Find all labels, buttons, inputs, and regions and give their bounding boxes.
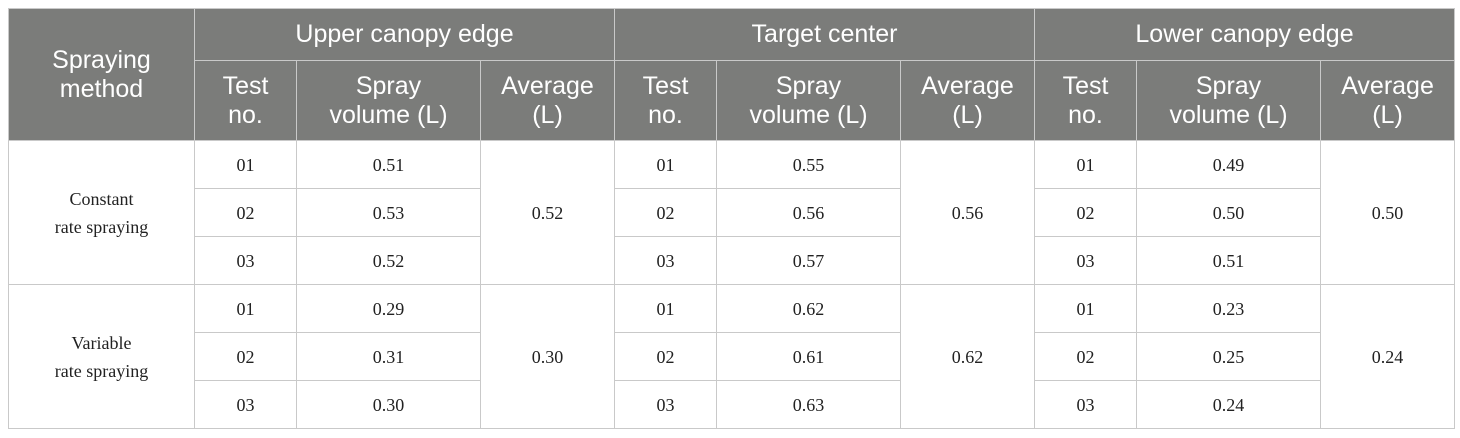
header-test-line1: Test — [1062, 71, 1109, 100]
header-upper-canopy-edge: Upper canopy edge — [193, 8, 616, 61]
test-no-cell: 02 — [1034, 332, 1138, 381]
header-spray-volume: Spray volume (L) — [1136, 60, 1322, 141]
table-row: Variable rate spraying 01 0.29 0.30 01 0… — [8, 284, 1456, 429]
lower-volume-cell: 0.23 — [1136, 284, 1322, 333]
test-no-cell: 03 — [194, 236, 297, 285]
header-test-no: Test no. — [194, 60, 297, 141]
header-avg-line1: Average — [1341, 71, 1434, 100]
lower-volume-cell: 0.49 — [1136, 140, 1322, 189]
table-row: Constant rate spraying 01 0.51 0.52 01 0… — [8, 140, 1456, 285]
center-average-cell: 0.62 — [900, 284, 1036, 429]
lower-average-cell: 0.24 — [1320, 284, 1456, 429]
table-row: 03 0.30 03 0.63 03 0.24 — [9, 380, 1455, 429]
test-no-cell: 01 — [194, 284, 297, 333]
method-name-line2: rate spraying — [54, 360, 149, 381]
test-no-cell: 03 — [1034, 236, 1138, 285]
table-body: Constant rate spraying 01 0.51 0.52 01 0… — [8, 140, 1456, 429]
header-avg-line2: (L) — [532, 100, 563, 129]
header-row-groups: Spraying method Upper canopy edge Target… — [8, 8, 1456, 141]
header-target-center: Target center — [614, 8, 1036, 61]
header-method-line1: Spraying — [52, 45, 151, 74]
lower-volume-cell: 0.50 — [1136, 188, 1322, 237]
header-avg-line1: Average — [501, 71, 594, 100]
upper-volume-cell: 0.31 — [296, 332, 481, 381]
test-no-cell: 03 — [1034, 380, 1138, 429]
center-volume-cell: 0.55 — [716, 140, 902, 189]
header-volume-line1: Spray — [1195, 71, 1262, 100]
spray-volume-table: Spraying method Upper canopy edge Target… — [8, 8, 1456, 429]
lower-volume-cell: 0.25 — [1136, 332, 1322, 381]
test-no-cell: 03 — [194, 380, 297, 429]
header-spray-volume: Spray volume (L) — [296, 60, 481, 141]
test-no-cell: 02 — [614, 188, 718, 237]
header-volume-line2: volume (L) — [1169, 100, 1288, 129]
header-volume-line2: volume (L) — [329, 100, 448, 129]
test-no-cell: 02 — [194, 332, 297, 381]
test-no-cell: 03 — [614, 236, 718, 285]
table-header: Spraying method Upper canopy edge Target… — [8, 8, 1456, 141]
upper-volume-cell: 0.51 — [296, 140, 481, 189]
method-cell-variable: Variable rate spraying — [8, 284, 195, 429]
spray-volume-table-container: Spraying method Upper canopy edge Target… — [8, 8, 1456, 429]
header-spraying-method: Spraying method — [8, 8, 195, 141]
header-test-line2: no. — [228, 100, 263, 129]
header-volume-line1: Spray — [355, 71, 422, 100]
header-avg-line1: Average — [921, 71, 1014, 100]
header-average: Average (L) — [1320, 60, 1456, 141]
test-no-cell: 02 — [194, 188, 297, 237]
test-no-cell: 01 — [614, 284, 718, 333]
table-row: 02 0.53 02 0.56 02 0.50 — [9, 188, 1455, 237]
upper-average-cell: 0.52 — [479, 140, 616, 285]
lower-volume-cell: 0.24 — [1136, 380, 1322, 429]
header-test-no: Test no. — [1034, 60, 1138, 141]
center-average-cell: 0.56 — [900, 140, 1036, 285]
center-volume-cell: 0.56 — [716, 188, 902, 237]
header-spray-volume: Spray volume (L) — [716, 60, 902, 141]
test-no-cell: 01 — [1034, 284, 1138, 333]
header-test-line1: Test — [222, 71, 269, 100]
header-test-line2: no. — [648, 100, 683, 129]
header-average: Average (L) — [900, 60, 1036, 141]
method-name-line2: rate spraying — [54, 216, 149, 237]
header-test-line2: no. — [1068, 100, 1103, 129]
test-no-cell: 01 — [1034, 140, 1138, 189]
test-no-cell: 01 — [194, 140, 297, 189]
header-volume-line2: volume (L) — [749, 100, 868, 129]
method-name-line1: Constant — [69, 188, 134, 209]
header-row-subcolumns: Test no. Spray volume (L) Average (L) Test n… — [9, 60, 1456, 141]
header-test-line1: Test — [642, 71, 689, 100]
header-average: Average (L) — [479, 60, 616, 141]
method-name-line1: Variable — [71, 332, 132, 353]
header-method-line2: method — [59, 74, 144, 103]
test-no-cell: 03 — [614, 380, 718, 429]
header-avg-line2: (L) — [1372, 100, 1403, 129]
upper-average-cell: 0.30 — [479, 284, 616, 429]
center-volume-cell: 0.57 — [716, 236, 902, 285]
upper-volume-cell: 0.53 — [296, 188, 481, 237]
header-test-no: Test no. — [614, 60, 718, 141]
center-volume-cell: 0.62 — [716, 284, 902, 333]
header-lower-canopy-edge: Lower canopy edge — [1034, 8, 1456, 61]
center-volume-cell: 0.63 — [716, 380, 902, 429]
table-row: 03 0.52 03 0.57 03 0.51 — [9, 236, 1455, 285]
lower-average-cell: 0.50 — [1320, 140, 1456, 285]
center-volume-cell: 0.61 — [716, 332, 902, 381]
method-cell-constant: Constant rate spraying — [8, 140, 195, 285]
header-avg-line2: (L) — [952, 100, 983, 129]
test-no-cell: 02 — [1034, 188, 1138, 237]
upper-volume-cell: 0.30 — [296, 380, 481, 429]
header-volume-line1: Spray — [775, 71, 842, 100]
test-no-cell: 01 — [614, 140, 718, 189]
lower-volume-cell: 0.51 — [1136, 236, 1322, 285]
table-row: 02 0.31 02 0.61 02 0.25 — [9, 332, 1455, 381]
upper-volume-cell: 0.52 — [296, 236, 481, 285]
upper-volume-cell: 0.29 — [296, 284, 481, 333]
test-no-cell: 02 — [614, 332, 718, 381]
